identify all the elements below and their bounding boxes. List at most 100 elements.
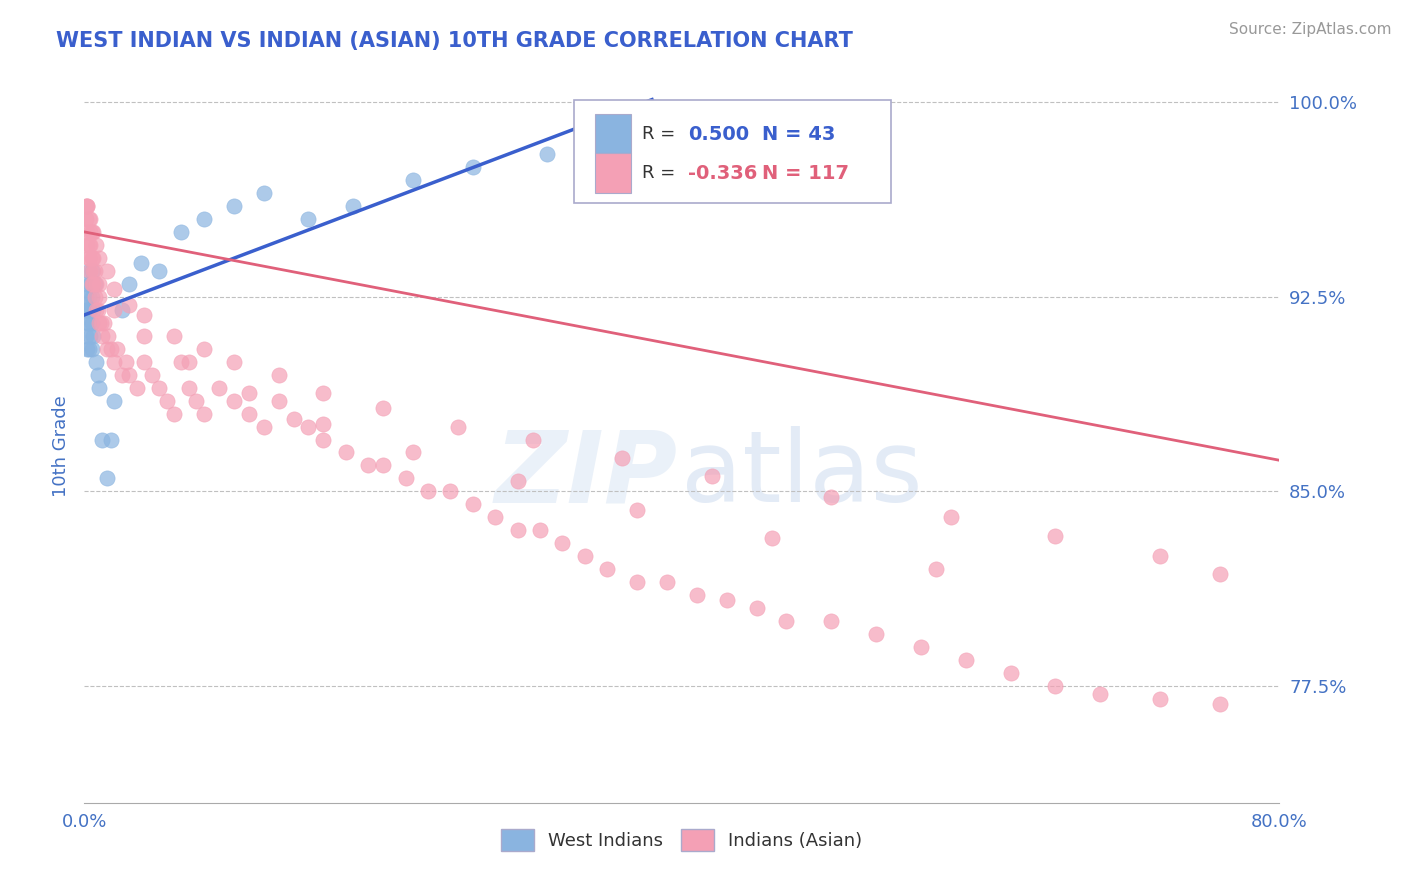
Point — [79, 277, 101, 291]
Point — [955, 653, 977, 667]
Point — [96, 471, 118, 485]
Point — [118, 297, 141, 311]
Point — [641, 100, 664, 114]
Point — [132, 328, 156, 343]
Point — [312, 417, 335, 431]
Point — [461, 497, 484, 511]
Point — [439, 484, 461, 499]
Point — [79, 264, 101, 278]
Point — [89, 381, 111, 395]
Text: ZIP: ZIP — [495, 426, 678, 523]
Point — [910, 640, 932, 654]
Point — [79, 225, 101, 239]
Point — [132, 354, 156, 368]
Point — [686, 588, 709, 602]
Point — [83, 277, 105, 291]
Point — [90, 316, 112, 330]
Point — [626, 575, 648, 590]
Point — [79, 302, 101, 317]
Point — [87, 302, 110, 317]
Text: R =: R = — [643, 125, 682, 143]
Point — [820, 614, 842, 628]
Point — [536, 147, 558, 161]
Point — [716, 593, 738, 607]
Point — [141, 368, 163, 382]
Point — [103, 354, 125, 368]
Point — [91, 328, 114, 343]
Point — [1209, 697, 1232, 711]
Text: -0.336: -0.336 — [688, 164, 758, 183]
Point — [96, 342, 118, 356]
Point — [238, 385, 260, 400]
Point — [820, 490, 842, 504]
Point — [865, 627, 887, 641]
Point — [77, 211, 100, 226]
Point — [76, 302, 98, 317]
Point — [461, 160, 484, 174]
Point — [745, 601, 768, 615]
Y-axis label: 10th Grade: 10th Grade — [52, 395, 70, 497]
Point — [77, 290, 100, 304]
Point — [80, 264, 103, 278]
Point — [193, 407, 215, 421]
Point — [80, 251, 103, 265]
Point — [148, 381, 170, 395]
Point — [193, 211, 215, 226]
Point — [312, 433, 335, 447]
Point — [612, 450, 634, 465]
Legend: West Indians, Indians (Asian): West Indians, Indians (Asian) — [494, 822, 870, 858]
Point — [574, 549, 596, 564]
Point — [700, 468, 723, 483]
Point — [1090, 687, 1112, 701]
Text: Source: ZipAtlas.com: Source: ZipAtlas.com — [1229, 22, 1392, 37]
Point — [357, 458, 380, 473]
Point — [75, 328, 97, 343]
Point — [89, 290, 111, 304]
Point — [87, 368, 110, 382]
Point — [76, 316, 98, 330]
Point — [129, 256, 152, 270]
Point — [82, 328, 104, 343]
Point — [82, 277, 104, 291]
Point — [77, 251, 100, 265]
Point — [163, 407, 186, 421]
Point — [86, 277, 108, 291]
Point — [132, 308, 156, 322]
Point — [1045, 528, 1067, 542]
Point — [115, 354, 138, 368]
Point — [238, 407, 260, 421]
Point — [416, 484, 439, 499]
Point — [402, 445, 425, 459]
Point — [80, 277, 103, 291]
Point — [283, 411, 305, 425]
Point — [100, 433, 122, 447]
Point — [93, 316, 115, 330]
Point — [75, 211, 97, 226]
Point — [118, 277, 141, 291]
Point — [939, 510, 962, 524]
Point — [177, 354, 200, 368]
Point — [193, 342, 215, 356]
Point — [297, 419, 319, 434]
Point — [82, 251, 104, 265]
Point — [79, 238, 101, 252]
Point — [253, 419, 276, 434]
Point — [76, 199, 98, 213]
Point — [77, 342, 100, 356]
Point — [125, 381, 148, 395]
Point — [80, 225, 103, 239]
Point — [86, 302, 108, 317]
Point — [342, 199, 364, 213]
Point — [177, 381, 200, 395]
Point — [80, 290, 103, 304]
Point — [76, 225, 98, 239]
Point — [267, 368, 290, 382]
Point — [253, 186, 276, 200]
Point — [77, 316, 100, 330]
Point — [79, 211, 101, 226]
Point — [335, 445, 357, 459]
Point — [596, 562, 619, 576]
Point — [118, 368, 141, 382]
Point — [394, 471, 416, 485]
Point — [148, 264, 170, 278]
